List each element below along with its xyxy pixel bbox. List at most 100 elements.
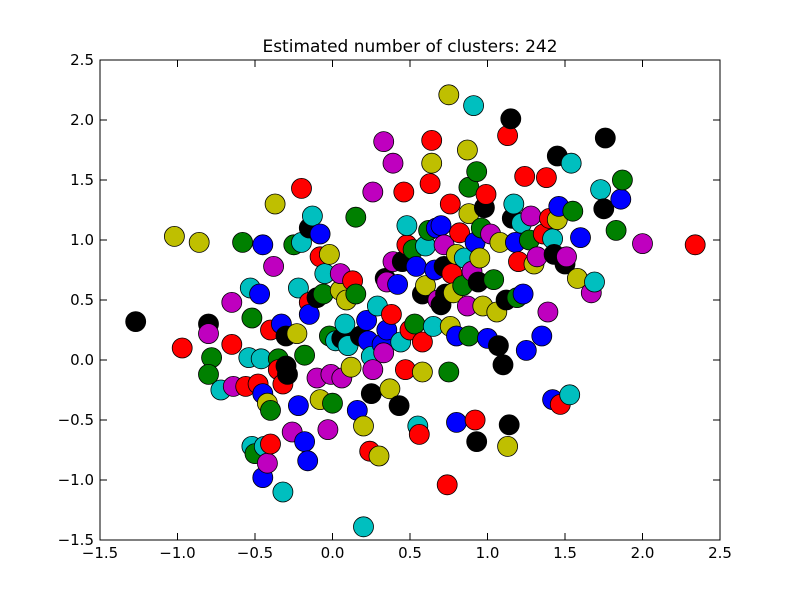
data-point <box>379 378 401 400</box>
data-point <box>456 139 478 161</box>
y-axis: −1.5 −1.0 −0.5 0.0 0.5 1.0 1.5 2.0 2.5 <box>58 51 720 549</box>
points-layer <box>125 84 706 538</box>
data-point <box>463 95 485 116</box>
y-tick-label: −0.5 <box>58 411 94 429</box>
data-point <box>475 183 497 205</box>
data-point <box>584 271 605 293</box>
data-point <box>436 474 458 496</box>
data-point <box>297 450 319 472</box>
data-point <box>221 333 243 355</box>
chart-title: Estimated number of clusters: 242 <box>262 37 557 57</box>
x-axis: −1.5 −1.0 −0.5 0.0 0.5 1.0 1.5 2.0 2.5 <box>82 60 732 562</box>
data-point <box>334 313 356 335</box>
data-point <box>498 414 520 436</box>
data-point <box>500 108 522 130</box>
data-point <box>277 363 298 385</box>
data-point <box>345 206 367 228</box>
data-point <box>411 331 433 353</box>
y-tick-label: 0.0 <box>70 351 94 369</box>
data-point <box>263 255 285 277</box>
x-tick-label: 1.5 <box>553 544 577 562</box>
data-point <box>286 323 308 345</box>
data-point <box>405 255 427 277</box>
data-point <box>438 84 460 106</box>
data-point <box>362 359 384 381</box>
data-point <box>464 409 486 431</box>
data-point <box>503 193 525 215</box>
data-point <box>520 205 542 227</box>
data-point <box>446 411 467 433</box>
data-point <box>449 222 471 244</box>
data-point <box>612 169 633 191</box>
data-point <box>419 173 441 195</box>
y-tick-label: 2.5 <box>70 51 94 69</box>
data-point <box>593 198 615 220</box>
data-point <box>421 152 443 174</box>
data-point <box>404 313 426 335</box>
data-point <box>514 165 536 187</box>
data-point <box>287 395 309 417</box>
data-point <box>322 392 343 414</box>
data-point <box>272 481 294 503</box>
x-tick-label: 2.0 <box>631 544 655 562</box>
data-point <box>594 127 616 149</box>
data-point <box>610 188 632 210</box>
data-point <box>163 225 185 247</box>
data-point <box>260 399 281 421</box>
data-point <box>469 247 491 269</box>
y-tick-label: 0.5 <box>70 291 94 309</box>
y-tick-label: −1.5 <box>58 531 94 549</box>
data-point <box>562 200 584 222</box>
data-point <box>301 205 323 227</box>
data-point <box>393 181 415 203</box>
data-point <box>556 246 577 268</box>
data-point <box>125 311 147 333</box>
data-point <box>497 435 519 457</box>
data-point <box>512 283 534 305</box>
data-point <box>188 231 210 253</box>
data-point <box>515 339 537 361</box>
data-point <box>232 231 254 253</box>
x-tick-label: −1.5 <box>82 544 118 562</box>
data-point <box>291 177 312 199</box>
data-point <box>241 307 263 329</box>
y-tick-label: 2.0 <box>70 111 94 129</box>
data-point <box>221 291 243 313</box>
data-point <box>345 283 367 305</box>
y-tick-label: −1.0 <box>58 471 94 489</box>
data-point <box>356 309 378 331</box>
x-tick-label: 0.0 <box>321 544 345 562</box>
data-point <box>536 167 557 189</box>
y-tick-label: 1.0 <box>70 231 94 249</box>
data-point <box>368 445 390 467</box>
plot-area <box>99 59 721 541</box>
x-tick-label: 0.5 <box>398 544 422 562</box>
data-point <box>531 325 553 347</box>
data-point <box>415 275 436 297</box>
data-point <box>294 344 316 366</box>
data-point <box>360 383 382 405</box>
data-point <box>590 179 611 201</box>
data-point <box>684 234 706 256</box>
data-point <box>264 193 286 215</box>
data-point <box>353 415 374 437</box>
data-point <box>260 433 281 455</box>
data-point <box>171 337 193 359</box>
data-point <box>411 361 433 383</box>
data-point <box>388 395 410 417</box>
data-point <box>382 152 404 174</box>
data-point <box>362 181 384 203</box>
data-point <box>560 152 582 174</box>
data-point <box>380 303 402 325</box>
data-point <box>198 323 219 345</box>
y-tick-label: 1.5 <box>70 171 94 189</box>
data-point <box>439 193 461 215</box>
data-point <box>373 131 395 153</box>
data-point <box>256 452 278 474</box>
data-point <box>252 234 274 256</box>
data-point <box>466 161 488 183</box>
data-point <box>387 273 409 295</box>
data-point <box>318 243 340 265</box>
